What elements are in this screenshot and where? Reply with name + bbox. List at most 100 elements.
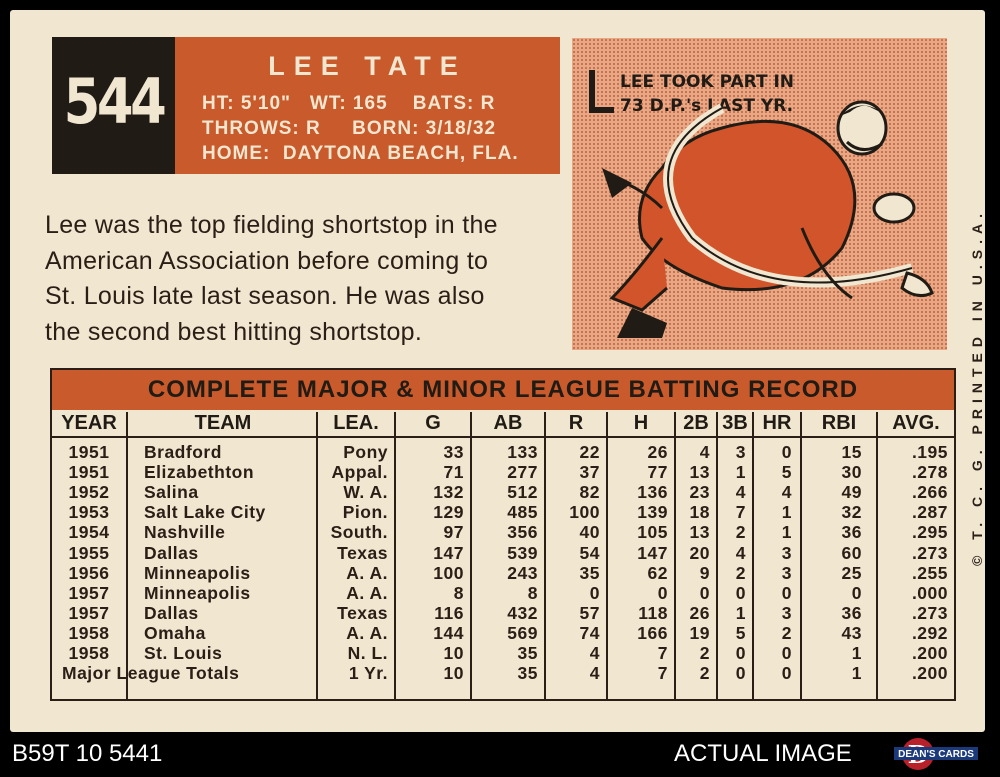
player-info-line: HOME: DAYTONA BEACH, FLA. xyxy=(202,143,519,164)
baseball-card-back: 544 LEE TATE HT: 5'10" WT: 165 BATS: R T… xyxy=(10,10,985,732)
table-cell: 1951 xyxy=(68,462,110,483)
table-cell: 43 xyxy=(841,622,862,643)
table-cell: Bradford xyxy=(144,442,222,462)
header-divider xyxy=(52,436,954,438)
table-cell: 62 xyxy=(647,562,668,583)
table-cell: 33 xyxy=(443,442,464,462)
table-cell: .000 xyxy=(911,582,948,603)
table-cell: .278 xyxy=(911,462,948,483)
table-cell: Texas xyxy=(337,602,388,623)
table-cell: N. L. xyxy=(347,643,388,663)
table-cell: 15 xyxy=(841,442,862,462)
column-divider xyxy=(544,412,546,699)
table-cell: 32 xyxy=(841,502,862,523)
table-cell: 3 xyxy=(735,442,746,462)
table-cell: 512 xyxy=(507,482,538,503)
totals-cell: 7 xyxy=(657,663,668,684)
table-cell: 147 xyxy=(637,542,668,563)
table-cell: 8 xyxy=(527,582,538,603)
table-cell: .200 xyxy=(911,643,948,663)
column-header: 2B xyxy=(683,412,709,434)
table-cell: 82 xyxy=(579,482,600,503)
table-cell: 1 xyxy=(735,462,746,483)
table-cell: 0 xyxy=(735,643,746,663)
table-cell: 8 xyxy=(453,582,464,603)
table-cell: 0 xyxy=(781,442,792,462)
table-cell: 243 xyxy=(507,562,538,583)
table-cell: 1951 xyxy=(68,442,110,462)
table-cell: .292 xyxy=(911,622,948,643)
table-cell: 1 xyxy=(781,502,792,523)
column-header: LEA. xyxy=(333,412,379,434)
column-header: AB xyxy=(493,412,523,434)
table-cell: Dallas xyxy=(144,542,199,563)
table-cell: 57 xyxy=(579,602,600,623)
table-cell: Texas xyxy=(337,542,388,563)
table-cell: 0 xyxy=(781,643,792,663)
table-cell: 356 xyxy=(507,522,538,543)
table-cell: 129 xyxy=(433,502,464,523)
table-cell: 7 xyxy=(657,643,668,663)
table-cell: 4 xyxy=(735,482,746,503)
table-cell: 133 xyxy=(507,442,538,462)
totals-cell: .200 xyxy=(911,663,948,684)
table-cell: 1958 xyxy=(68,643,110,663)
totals-cell: 0 xyxy=(781,663,792,684)
table-cell: 23 xyxy=(689,482,710,503)
column-divider xyxy=(752,412,754,699)
table-cell: 1955 xyxy=(68,542,110,563)
table-cell: 100 xyxy=(433,562,464,583)
table-cell: 9 xyxy=(699,562,710,583)
table-cell: 147 xyxy=(433,542,464,563)
table-cell: 1954 xyxy=(68,522,110,543)
column-header: 3B xyxy=(722,412,748,434)
table-cell: 77 xyxy=(647,462,668,483)
table-cell: 3 xyxy=(781,562,792,583)
table-cell: 26 xyxy=(647,442,668,462)
table-cell: Minneapolis xyxy=(144,582,251,603)
table-cell: 40 xyxy=(579,522,600,543)
table-cell: 569 xyxy=(507,622,538,643)
table-cell: 144 xyxy=(433,622,464,643)
table-cell: 3 xyxy=(781,542,792,563)
table-cell: 22 xyxy=(579,442,600,462)
column-divider xyxy=(716,412,718,699)
table-cell: 20 xyxy=(689,542,710,563)
table-cell: 2 xyxy=(735,562,746,583)
table-cell: 432 xyxy=(507,602,538,623)
player-info-line: THROWS: R BORN: 3/18/32 xyxy=(202,118,497,139)
column-header: TEAM xyxy=(194,412,252,434)
table-cell: 1 xyxy=(851,643,862,663)
table-cell: 4 xyxy=(589,643,600,663)
bio-line: American Association before coming to xyxy=(45,246,489,275)
table-cell: 26 xyxy=(689,602,710,623)
table-cell: Pion. xyxy=(342,502,388,523)
card-number-box: 544 xyxy=(52,37,175,174)
table-cell: 118 xyxy=(638,602,668,623)
totals-cell: 4 xyxy=(589,663,600,684)
table-cell: W. A. xyxy=(343,482,388,503)
column-header: G xyxy=(425,412,441,434)
batting-record-table: COMPLETE MAJOR & MINOR LEAGUE BATTING RE… xyxy=(50,368,956,701)
table-cell: 4 xyxy=(699,442,710,462)
table-cell: 3 xyxy=(781,602,792,623)
copyright-vertical-text: © T. C. G. PRINTED IN U.S.A. xyxy=(967,194,987,584)
column-divider xyxy=(394,412,396,699)
player-info-box: LEE TATE HT: 5'10" WT: 165 BATS: R THROW… xyxy=(175,37,560,174)
table-cell: 7 xyxy=(735,502,746,523)
table-cell: 1 xyxy=(735,602,746,623)
inventory-code: B59T 10 5441 xyxy=(12,740,163,767)
cartoon-panel: LEE TOOK PART IN 73 D.P.'s LAST YR. xyxy=(572,38,947,350)
table-cell: 1956 xyxy=(68,562,110,583)
table-cell: 132 xyxy=(433,482,464,503)
bio-line: Lee was the top fielding shortstop in th… xyxy=(45,211,498,239)
table-cell: Appal. xyxy=(331,462,388,483)
table-cell: Elizabethton xyxy=(144,462,255,483)
table-cell: 74 xyxy=(579,622,600,643)
table-cell: .273 xyxy=(911,602,948,623)
table-cell: A. A. xyxy=(346,582,388,603)
totals-cell: 1 xyxy=(851,663,862,684)
table-cell: 0 xyxy=(781,582,792,603)
table-cell: Omaha xyxy=(144,622,206,643)
table-cell: 1957 xyxy=(68,582,110,603)
